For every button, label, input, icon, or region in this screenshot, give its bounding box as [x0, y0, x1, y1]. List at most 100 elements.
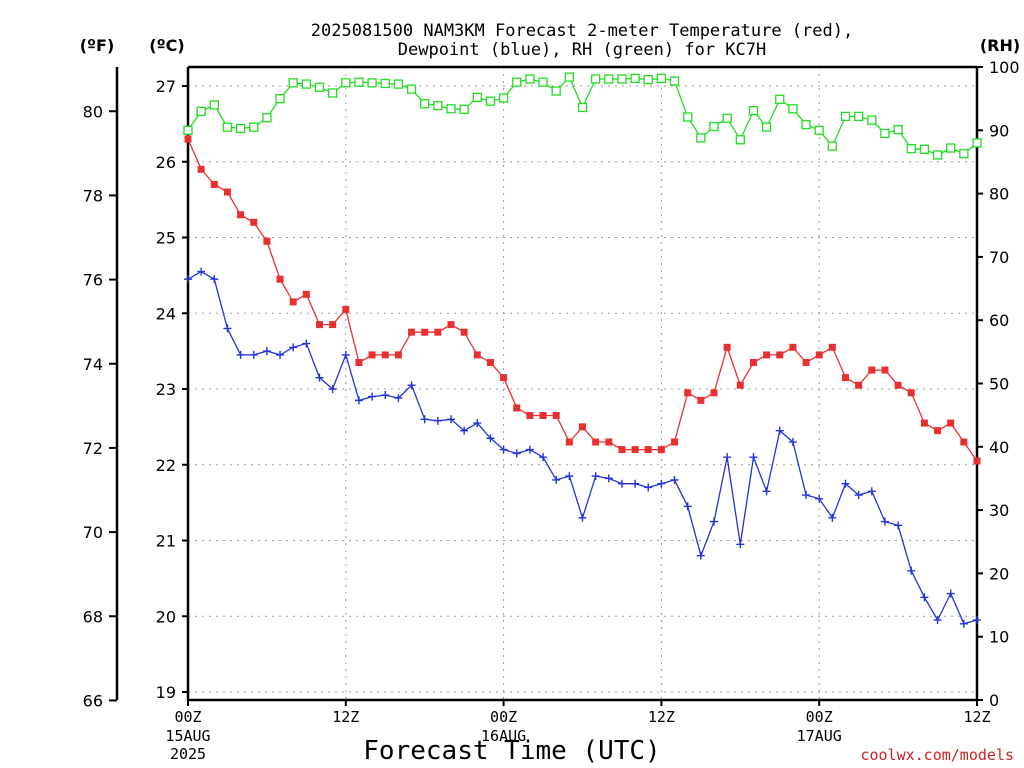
rh-point: [525, 74, 535, 84]
rh-unit-label: (RH): [980, 36, 1020, 55]
dewpoint-point: [302, 339, 311, 348]
temperature-point: [815, 351, 823, 359]
rh-point: [775, 94, 785, 104]
rh-tick-label: 100: [989, 58, 1020, 77]
rh-tick-label: 70: [989, 248, 1009, 267]
temperature-point: [250, 218, 258, 226]
temperature-point: [960, 438, 968, 446]
fahrenheit-tick-label: 80: [83, 102, 103, 121]
rh-point: [459, 104, 469, 115]
fahrenheit-tick-label: 72: [83, 439, 103, 458]
dewpoint-point: [604, 474, 613, 483]
rh-point: [788, 104, 798, 114]
rh-point: [551, 86, 561, 96]
rh-point: [932, 150, 943, 160]
dewpoint-point: [723, 453, 732, 462]
fahrenheit-tick-label: 66: [83, 691, 103, 710]
rh-point: [380, 78, 390, 89]
rh-point: [196, 106, 206, 116]
temperature-point: [237, 211, 245, 219]
temperature-point: [763, 351, 771, 359]
celsius-tick-label: 20: [156, 607, 176, 626]
temperature-point: [828, 343, 836, 351]
date-tick-label: 17AUG: [797, 727, 842, 745]
temperature-point: [500, 374, 508, 382]
temperature-point: [934, 427, 942, 435]
temperature-point: [579, 423, 586, 431]
rh-point: [275, 94, 285, 104]
temperature-point: [394, 351, 402, 359]
rh-tick-label: 80: [989, 185, 1009, 204]
fahrenheit-tick-label: 68: [83, 607, 103, 626]
rh-tick-label: 50: [989, 375, 1009, 394]
temperature-point: [289, 298, 297, 306]
rh-point: [630, 73, 640, 84]
dewpoint-point: [683, 502, 692, 511]
dewpoint-point: [315, 373, 324, 382]
dewpoint-point: [775, 426, 784, 435]
rh-point: [538, 77, 548, 87]
temperature-point: [881, 366, 889, 374]
dewpoint-line: [187, 270, 978, 625]
rh-point: [748, 106, 759, 116]
dewpoint-point: [946, 589, 955, 598]
temperature-point: [644, 446, 652, 454]
fahrenheit-unit-label: (ºF): [80, 36, 115, 55]
rh-point: [420, 99, 430, 109]
rh-point: [485, 96, 496, 106]
rh-point: [709, 121, 719, 132]
rh-point: [301, 79, 312, 89]
rh-point: [367, 78, 377, 88]
dewpoint-point: [736, 540, 745, 549]
temperature-point: [657, 446, 665, 454]
dewpoint-point: [420, 415, 429, 424]
dewpoint-point: [578, 513, 587, 522]
rh-point: [643, 75, 653, 85]
dewpoint-point: [249, 350, 258, 359]
dewpoint-point: [657, 479, 666, 488]
dewpoint-point: [341, 350, 350, 359]
time-tick-label: 12Z: [648, 708, 675, 726]
rh-point: [209, 100, 219, 110]
fahrenheit-tick-label: 78: [83, 186, 103, 205]
rh-tick-label: 60: [989, 311, 1009, 330]
rh-point: [604, 74, 614, 84]
dewpoint-point: [880, 517, 889, 526]
year-tick-label: 2025: [170, 745, 206, 763]
dewpoint-point: [447, 415, 455, 424]
temperature-point: [552, 412, 560, 420]
rh-point: [854, 111, 864, 122]
rh-point: [696, 133, 706, 143]
rh-tick-label: 10: [989, 628, 1009, 647]
date-tick-label: 16AUG: [481, 727, 526, 745]
temperature-point: [184, 135, 192, 143]
temperature-point: [618, 446, 626, 454]
dewpoint-point: [828, 513, 837, 522]
dewpoint-point: [696, 551, 705, 560]
rh-point: [801, 119, 811, 130]
dewpoint-point: [894, 521, 903, 530]
rh-point: [946, 143, 956, 153]
dewpoint-point: [617, 479, 626, 488]
temperature-point: [381, 351, 389, 359]
dewpoint-point: [867, 487, 876, 496]
dewpoint-point: [591, 472, 600, 481]
temperature-line: [187, 138, 978, 462]
dewpoint-point: [276, 350, 285, 359]
rh-point: [722, 113, 732, 123]
dewpoint-point: [328, 385, 337, 393]
rh-point: [288, 78, 298, 88]
dewpoint-point: [631, 479, 640, 488]
dewpoint-point: [499, 445, 508, 454]
time-tick-label: 00Z: [174, 708, 201, 726]
dewpoint-point: [236, 350, 245, 359]
temperature-point: [210, 180, 218, 188]
rh-point: [591, 74, 601, 84]
temperature-point: [342, 305, 350, 313]
fahrenheit-tick-label: 76: [83, 271, 103, 290]
temperature-point: [368, 351, 376, 359]
temperature-point: [697, 396, 705, 404]
dewpoint-point: [920, 593, 929, 602]
watermark-text: coolwx.com/models: [860, 746, 1014, 764]
